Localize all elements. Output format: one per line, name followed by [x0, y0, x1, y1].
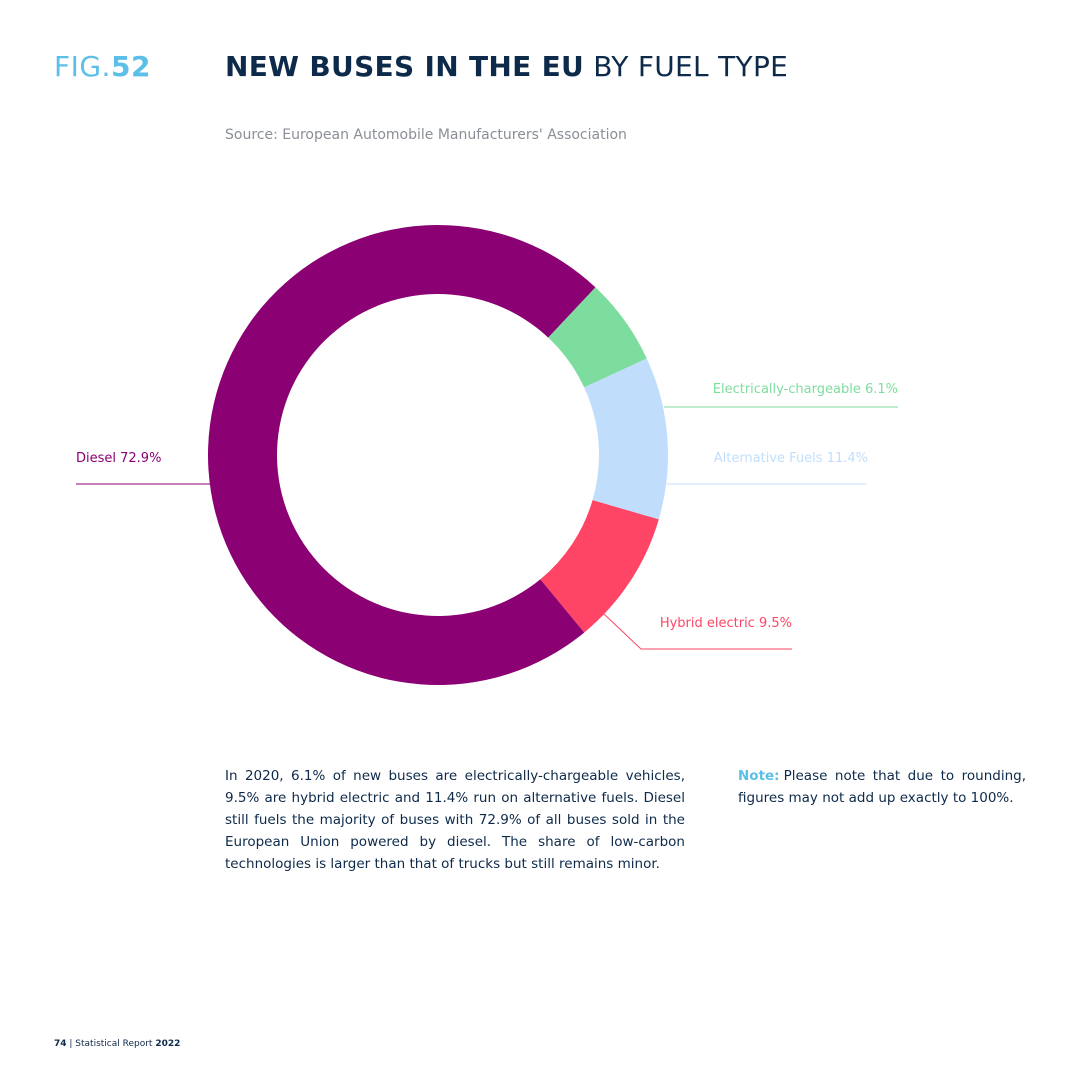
page-number: 74 [54, 1039, 67, 1049]
chart-source: Source: European Automobile Manufacturer… [225, 127, 627, 143]
page-footer: 74 | Statistical Report 2022 [54, 1039, 180, 1049]
body-paragraph: In 2020, 6.1% of new buses are electrica… [225, 768, 685, 872]
note-text: Please note that due to rounding, figure… [738, 768, 1026, 806]
figure-number-value: 52 [110, 50, 151, 83]
footer-year: 2022 [155, 1039, 181, 1049]
leader-line-hybrid-electric [603, 613, 792, 650]
slice-electrically-chargeable [548, 287, 647, 388]
label-diesel: Diesel 72.9% [76, 451, 161, 466]
chart-title-bold: NEW BUSES IN THE EU [225, 50, 585, 83]
label-electrically-chargeable: Electrically-chargeable 6.1% [713, 382, 898, 397]
slice-hybrid-electric [540, 500, 659, 633]
slice-alternative-fuels [584, 358, 668, 520]
note-label: Note: [738, 768, 780, 784]
figure-prefix: FIG. [54, 50, 111, 83]
slice-diesel [207, 224, 596, 685]
label-hybrid-electric: Hybrid electric 9.5% [660, 616, 792, 631]
figure-number: FIG.52 [54, 50, 151, 83]
note-paragraph: Note: Please note that due to rounding, f… [738, 765, 1026, 809]
footer-separator: | Statistical Report [66, 1039, 156, 1049]
chart-title-rest: BY FUEL TYPE [584, 50, 789, 83]
chart-title: NEW BUSES IN THE EU BY FUEL TYPE [225, 50, 788, 83]
label-alternative-fuels: Alternative Fuels 11.4% [714, 451, 868, 466]
